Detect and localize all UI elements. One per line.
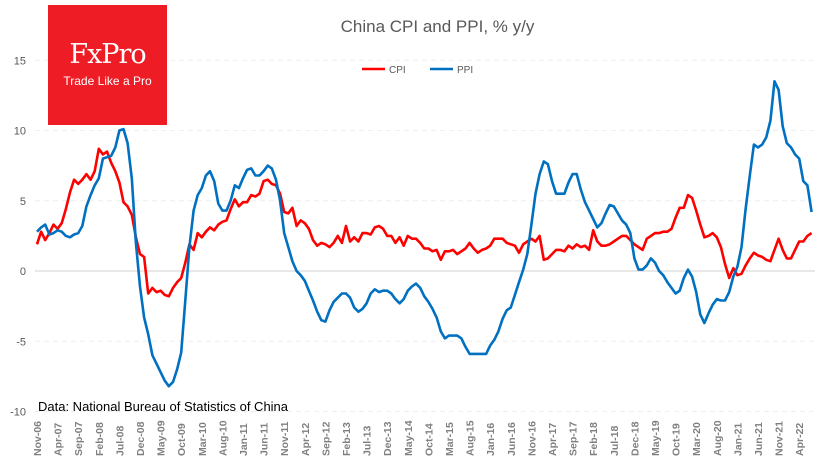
x-tick-label: May-19 [650,420,662,456]
chart-title: China CPI and PPI, % y/y [340,17,535,36]
x-tick-label: Jan-21 [732,423,744,456]
x-tick-label: Sep-07 [73,421,85,456]
x-tick-label: Nov-16 [526,421,538,456]
x-tick-label: Jun-21 [753,422,765,456]
cpi-line [35,147,813,298]
logo-tagline: Trade Like a Pro [63,74,152,88]
x-tick-label: Nov-21 [774,421,786,456]
x-tick-label: Dec-13 [382,421,394,456]
x-tick-label: Dec-18 [629,421,641,456]
legend: CPI PPI [362,65,473,76]
x-tick-label: Feb-13 [341,422,353,456]
x-tick-label: Apr-22 [794,423,806,456]
y-tick-label: 10 [14,126,26,138]
y-tick-label: -5 [16,336,26,348]
x-tick-label: Apr-17 [547,423,559,456]
source-note: Data: National Bureau of Statistics of C… [38,399,289,414]
x-tick-label: Jul-18 [609,425,621,456]
x-tick-label: May-09 [156,420,168,456]
x-axis-ticks: Nov-06 Apr-07 Sep-07 Feb-08 Jul-08 Dec-08 May-… [32,420,806,456]
x-tick-label: Oct-19 [671,423,683,456]
x-tick-label: Jan-16 [485,423,497,456]
x-tick-label: Mar-10 [197,422,209,456]
x-tick-label: Jan-11 [238,423,250,456]
x-tick-label: Nov-06 [32,421,44,456]
x-tick-label: Mar-20 [691,422,703,456]
x-tick-label: Mar-15 [444,422,456,456]
y-tick-label: 15 [14,55,26,67]
x-tick-label: Oct-14 [423,423,435,456]
fxpro-logo: FxPro Trade Like a Pro [48,5,167,125]
x-tick-label: Sep-12 [320,421,332,456]
x-tick-label: Jul-08 [114,425,126,456]
x-tick-label: Jun-11 [259,423,271,456]
x-tick-label: Jul-13 [362,425,374,456]
legend-label-cpi: CPI [389,65,406,76]
logo-brand: FxPro [69,39,146,70]
x-tick-label: May-14 [403,420,415,456]
x-tick-label: Jun-16 [506,422,518,456]
x-tick-label: Apr-12 [300,423,312,456]
ppi-line [36,80,813,388]
y-tick-label: 5 [20,196,26,208]
x-tick-label: Nov-11 [279,421,291,456]
x-tick-label: Aug-15 [465,420,477,456]
x-tick-label: Sep-17 [568,421,580,456]
x-tick-label: Apr-07 [53,423,65,456]
x-tick-label: Dec-08 [135,421,147,456]
x-tick-label: Aug-10 [217,420,229,456]
series-lines [35,80,813,388]
x-tick-label: Feb-18 [588,422,600,456]
x-tick-label: Aug-20 [712,420,724,456]
y-axis-ticks: -10 -5 0 5 10 15 [10,55,26,418]
legend-label-ppi: PPI [457,65,473,76]
x-tick-label: Feb-08 [94,422,106,456]
y-tick-label: 0 [20,266,26,278]
x-tick-label: Oct-09 [176,423,188,456]
y-tick-label: -10 [10,407,26,419]
